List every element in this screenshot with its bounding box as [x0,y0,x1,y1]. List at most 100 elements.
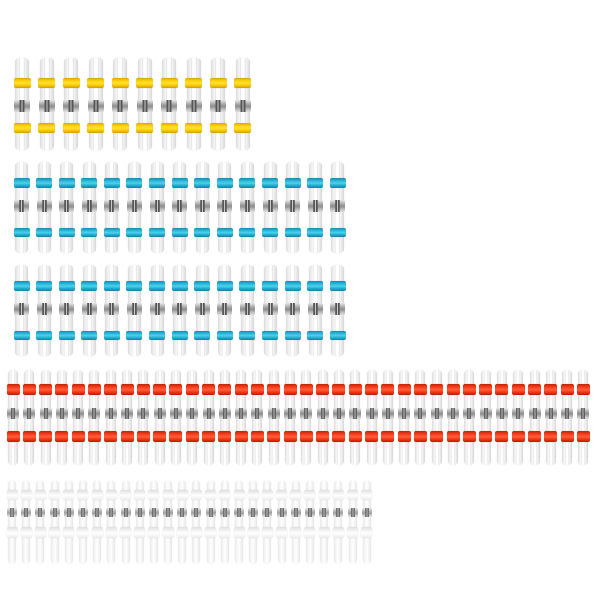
blue-solder-connector [239,162,256,253]
solder-ring [77,508,88,518]
yellow-connectors-row [13,58,251,150]
red-solder-connector [495,370,509,465]
solder-ring [149,199,165,213]
heat-shrink-tube [277,480,286,564]
white-solder-connector [219,480,231,564]
white-solder-connector [261,480,273,564]
lower-adhesive-band [307,227,324,238]
solder-ring [463,408,476,419]
upper-adhesive-band [239,280,256,291]
solder-ring [333,508,344,518]
solder-ring [136,99,153,112]
lower-adhesive-band [413,431,427,442]
upper-adhesive-band [38,77,55,88]
upper-adhesive-band [20,490,32,501]
upper-adhesive-band [299,384,313,395]
solder-ring [148,508,159,518]
solder-ring [262,302,278,316]
heat-shrink-tube [305,480,314,564]
red-solder-connector [413,370,427,465]
heat-shrink-tube [348,480,357,564]
white-solder-connector [233,480,245,564]
lower-adhesive-band [190,527,202,538]
solder-ring [512,408,525,419]
lower-adhesive-band [126,330,143,341]
upper-adhesive-band [81,280,98,291]
upper-adhesive-band [39,384,53,395]
solder-ring [106,508,117,518]
upper-adhesive-band [153,384,167,395]
red-solder-connector [348,370,362,465]
red-solder-connector [316,370,330,465]
solder-ring [177,508,188,518]
white-solder-connector [304,480,316,564]
blue-solder-connector [126,162,143,253]
blue-solder-connector [262,162,279,253]
solder-ring [88,408,101,419]
blue-solder-connector [103,162,120,253]
upper-adhesive-band [318,490,330,501]
lower-adhesive-band [462,431,476,442]
lower-adhesive-band [284,227,301,238]
solder-ring [347,508,358,518]
lower-adhesive-band [261,527,273,538]
heat-shrink-tube [8,480,16,564]
solder-ring [319,508,330,518]
white-connectors-row [6,480,373,564]
blue-solder-connector [36,265,53,356]
heat-shrink-tube [107,480,116,564]
white-solder-connector [332,480,344,564]
blue-solder-connector [284,265,301,356]
white-solder-connector [276,480,288,564]
solder-ring [290,508,301,518]
white-solder-connector [318,480,330,564]
solder-ring [307,302,323,316]
blue-solder-connector [149,265,166,356]
upper-adhesive-band [104,384,118,395]
red-solder-connector [544,370,558,465]
lower-adhesive-band [495,431,509,442]
blue-solder-connector [36,162,53,253]
solder-ring [304,508,315,518]
solder-ring [300,408,313,419]
blue-solder-connector [58,265,75,356]
solder-ring [104,199,120,213]
solder-ring [7,408,19,419]
red-solder-connector [153,370,167,465]
lower-adhesive-band [22,431,36,442]
lower-adhesive-band [332,431,346,442]
heat-shrink-tube [263,480,272,564]
lower-adhesive-band [234,431,248,442]
upper-adhesive-band [329,280,346,291]
lower-adhesive-band [120,527,131,538]
lower-adhesive-band [39,431,53,442]
heat-shrink-tube [178,480,187,564]
solder-ring [447,408,460,419]
upper-adhesive-band [560,384,574,395]
lower-adhesive-band [262,330,279,341]
upper-adhesive-band [528,384,541,395]
red-solder-connector [136,370,150,465]
upper-adhesive-band [185,77,202,88]
upper-adhesive-band [55,384,69,395]
solder-ring [479,408,492,419]
upper-adhesive-band [205,490,217,501]
solder-ring [92,508,103,518]
lower-adhesive-band [171,227,188,238]
upper-adhesive-band [290,490,302,501]
upper-adhesive-band [304,490,316,501]
red-solder-connector [22,370,36,465]
upper-adhesive-band [462,384,476,395]
blue-solder-connector [239,265,256,356]
heat-shrink-tube [93,480,102,564]
upper-adhesive-band [218,384,232,395]
solder-ring [104,302,120,316]
white-solder-connector [361,480,373,564]
lower-adhesive-band [290,527,302,538]
upper-adhesive-band [171,177,188,188]
heat-shrink-tube [121,480,130,564]
lower-adhesive-band [185,431,199,442]
upper-adhesive-band [81,177,98,188]
lower-adhesive-band [332,527,344,538]
white-solder-connector [247,480,259,564]
